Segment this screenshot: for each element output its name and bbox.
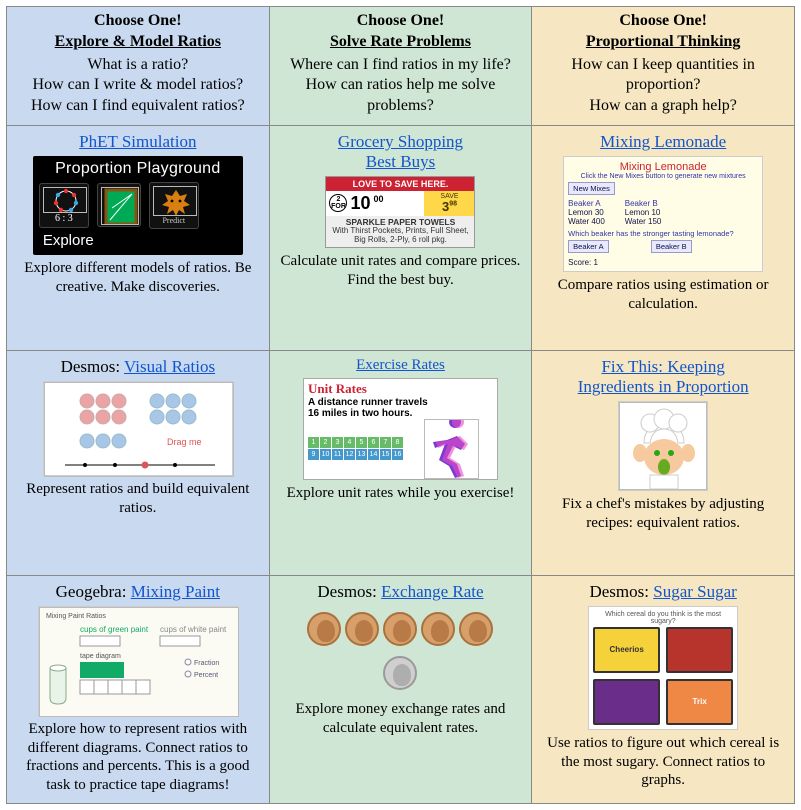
- cereal-box: Cheerios: [593, 627, 660, 673]
- cell-r2c2: Exercise Rates Unit Rates A distance run…: [269, 350, 532, 575]
- pp-explore: Explore: [39, 232, 237, 249]
- header-q: How can a graph help?: [540, 96, 786, 117]
- cell-desc: Represent ratios and build equivalent ra…: [15, 480, 261, 518]
- visual-ratios-link[interactable]: Visual Ratios: [124, 357, 215, 376]
- geogebra-thumbnail: Mixing Paint Ratios cups of green paint …: [38, 606, 238, 716]
- header-col-1: Choose One! Explore & Model Ratios What …: [7, 7, 270, 126]
- pp-title: Proportion Playground: [39, 160, 237, 178]
- cereal-box: [593, 679, 660, 725]
- cell-r2c3: Fix This: KeepingIngredients in Proporti…: [532, 350, 795, 575]
- cell-desc: Explore different models of ratios. Be c…: [15, 259, 261, 297]
- header-q: How can I find equivalent ratios?: [15, 96, 261, 117]
- cell-desc: Explore how to represent ratios with dif…: [15, 720, 261, 795]
- new-mixes-button: New Mixes: [568, 182, 615, 195]
- cereal-box: [666, 627, 733, 673]
- cell-desc: Fix a chef's mistakes by adjusting recip…: [540, 495, 786, 533]
- cell-r1c3: Mixing Lemonade Mixing Lemonade Click th…: [532, 125, 795, 350]
- svg-text:cups of green paint: cups of green paint: [80, 625, 149, 634]
- header-q: How can ratios help me solve problems?: [278, 75, 524, 117]
- cell-r3c2: Desmos: Exchange Rate Explore money exch…: [269, 575, 532, 803]
- necklace-icon: [43, 187, 87, 213]
- cell-desc: Calculate unit rates and compare prices.…: [278, 252, 524, 290]
- header-topic: Solve Rate Problems: [278, 32, 524, 53]
- cell-r1c1: PhET Simulation Proportion Playground 6 …: [7, 125, 270, 350]
- header-topic: Proportional Thinking: [540, 32, 786, 53]
- pp-ratio: 6 : 3: [43, 213, 85, 224]
- svg-text:tape diagram: tape diagram: [80, 653, 121, 660]
- cell-desc: Use ratios to figure out which cereal is…: [540, 734, 786, 790]
- cereal-thumbnail: Which cereal do you think is the most su…: [588, 606, 738, 730]
- svg-text:Mixing Paint Ratios: Mixing Paint Ratios: [46, 613, 106, 620]
- coin-icon: [345, 612, 379, 646]
- header-q: How can I keep quantities in proportion?: [540, 55, 786, 97]
- coin-icon: [383, 656, 417, 690]
- svg-text:Percent: Percent: [194, 672, 218, 679]
- splat-icon: [153, 186, 197, 216]
- coins-thumbnail: [295, 606, 505, 696]
- phet-link[interactable]: PhET Simulation: [79, 132, 196, 151]
- cell-desc: Compare ratios using estimation or calcu…: [540, 276, 786, 314]
- coin-icon: [307, 612, 341, 646]
- header-q: What is a ratio?: [15, 55, 261, 76]
- svg-text:cups of white paint: cups of white paint: [160, 625, 227, 634]
- unit-rates-thumbnail: Unit Rates A distance runner travels16 m…: [303, 378, 498, 480]
- svg-text:Drag me: Drag me: [167, 437, 202, 447]
- header-lead: Choose One!: [15, 11, 261, 32]
- dots-thumbnail: Drag me: [43, 381, 233, 476]
- exercise-rates-link[interactable]: Exercise Rates: [356, 357, 445, 373]
- grocery-link[interactable]: Grocery ShoppingBest Buys: [338, 132, 463, 171]
- cereal-box: Trix: [666, 679, 733, 725]
- cell-r1c2: Grocery ShoppingBest Buys LOVE TO SAVE H…: [269, 125, 532, 350]
- header-col-3: Choose One! Proportional Thinking How ca…: [532, 7, 795, 126]
- fix-this-link[interactable]: Fix This: KeepingIngredients in Proporti…: [578, 357, 749, 396]
- coin-icon: [459, 612, 493, 646]
- chef-thumbnail: [618, 401, 708, 491]
- activity-grid: Choose One! Explore & Model Ratios What …: [6, 6, 795, 804]
- number-bars: 12345678 910111213141516: [304, 434, 407, 464]
- header-q: How can I write & model ratios?: [15, 75, 261, 96]
- mixing-paint-link[interactable]: Mixing Paint: [131, 582, 220, 601]
- coin-icon: [421, 612, 455, 646]
- pp-predict: Predict: [153, 216, 195, 225]
- tag-banner: LOVE TO SAVE HERE.: [326, 177, 474, 191]
- billiards-icon: [101, 187, 139, 225]
- header-lead: Choose One!: [540, 11, 786, 32]
- cell-r3c1: Geogebra: Mixing Paint Mixing Paint Rati…: [7, 575, 270, 803]
- exchange-rate-link[interactable]: Exchange Rate: [381, 582, 483, 601]
- cell-desc: Explore money exchange rates and calcula…: [278, 700, 524, 738]
- lemonade-link[interactable]: Mixing Lemonade: [600, 132, 726, 151]
- two-for-icon: 2 FOR: [329, 194, 347, 212]
- phet-thumbnail: Proportion Playground 6 : 3: [33, 156, 243, 255]
- cell-r2c1: Desmos: Visual Ratios: [7, 350, 270, 575]
- header-lead: Choose One!: [278, 11, 524, 32]
- coin-icon: [383, 612, 417, 646]
- cell-r3c3: Desmos: Sugar Sugar Which cereal do you …: [532, 575, 795, 803]
- lemonade-thumbnail: Mixing Lemonade Click the New Mixes butt…: [563, 156, 763, 272]
- price-tag-thumbnail: LOVE TO SAVE HERE. 2 FOR 10 00 SAVE 398 …: [325, 176, 475, 248]
- runner-icon: [424, 419, 479, 479]
- geogebra-svg: Mixing Paint Ratios cups of green paint …: [39, 607, 239, 717]
- sugar-sugar-link[interactable]: Sugar Sugar: [653, 582, 737, 601]
- cell-desc: Explore unit rates while you exercise!: [278, 484, 524, 503]
- dots-svg: Drag me: [44, 382, 234, 477]
- header-topic: Explore & Model Ratios: [15, 32, 261, 53]
- svg-text:Fraction: Fraction: [194, 660, 219, 667]
- chef-icon: [619, 402, 707, 490]
- header-q: Where can I find ratios in my life?: [278, 55, 524, 76]
- header-col-2: Choose One! Solve Rate Problems Where ca…: [269, 7, 532, 126]
